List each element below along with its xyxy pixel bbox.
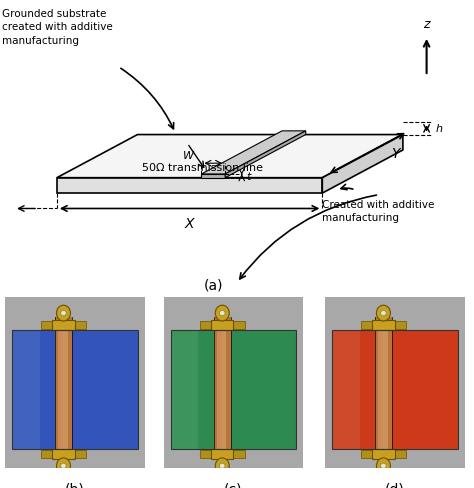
Text: h: h: [436, 124, 443, 134]
Bar: [372, 320, 394, 330]
Bar: [200, 321, 211, 329]
Bar: [233, 321, 245, 329]
Text: t: t: [246, 171, 251, 182]
Bar: [74, 450, 86, 458]
Bar: [214, 317, 231, 455]
Bar: [361, 450, 372, 458]
Bar: [171, 330, 296, 449]
Bar: [52, 320, 75, 330]
Bar: [222, 317, 227, 455]
Text: 50Ω transmission line: 50Ω transmission line: [142, 163, 263, 173]
Ellipse shape: [56, 458, 71, 474]
Polygon shape: [57, 178, 322, 194]
Polygon shape: [201, 132, 306, 175]
Bar: [332, 330, 360, 449]
Circle shape: [381, 311, 386, 316]
Bar: [394, 450, 406, 458]
Circle shape: [61, 311, 66, 316]
Bar: [361, 321, 372, 329]
Bar: [12, 330, 137, 449]
Bar: [74, 321, 86, 329]
Text: (d): (d): [385, 482, 404, 488]
Bar: [394, 321, 406, 329]
Text: z: z: [423, 18, 430, 31]
Ellipse shape: [376, 458, 391, 474]
Bar: [217, 317, 222, 455]
Bar: [41, 321, 52, 329]
Circle shape: [219, 463, 225, 468]
Bar: [12, 330, 40, 449]
Bar: [171, 330, 199, 449]
Bar: [211, 320, 233, 330]
Circle shape: [381, 463, 386, 468]
Polygon shape: [201, 175, 225, 178]
Bar: [383, 317, 388, 455]
Text: X: X: [185, 217, 194, 231]
Bar: [200, 450, 211, 458]
Bar: [211, 449, 233, 459]
Bar: [332, 330, 457, 449]
Text: Created with additive
manufacturing: Created with additive manufacturing: [322, 200, 435, 223]
Text: (c): (c): [224, 482, 243, 488]
Circle shape: [219, 311, 225, 316]
Bar: [233, 450, 245, 458]
Bar: [332, 330, 457, 449]
Bar: [375, 317, 392, 455]
Bar: [58, 317, 64, 455]
Text: (a): (a): [203, 278, 223, 292]
Bar: [52, 449, 75, 459]
Bar: [378, 317, 383, 455]
Bar: [41, 450, 52, 458]
Bar: [372, 449, 394, 459]
Text: (b): (b): [65, 482, 84, 488]
Polygon shape: [322, 135, 403, 194]
Ellipse shape: [215, 305, 229, 321]
Circle shape: [61, 463, 66, 468]
Bar: [171, 330, 296, 449]
Ellipse shape: [215, 458, 229, 474]
Ellipse shape: [376, 305, 391, 321]
Text: W: W: [183, 151, 194, 161]
Bar: [55, 317, 72, 455]
Text: Grounded substrate
created with additive
manufacturing: Grounded substrate created with additive…: [2, 9, 113, 45]
Bar: [64, 317, 68, 455]
Ellipse shape: [56, 305, 71, 321]
Polygon shape: [225, 132, 306, 178]
Bar: [12, 330, 137, 449]
Polygon shape: [57, 135, 403, 178]
Text: Y: Y: [391, 147, 400, 161]
